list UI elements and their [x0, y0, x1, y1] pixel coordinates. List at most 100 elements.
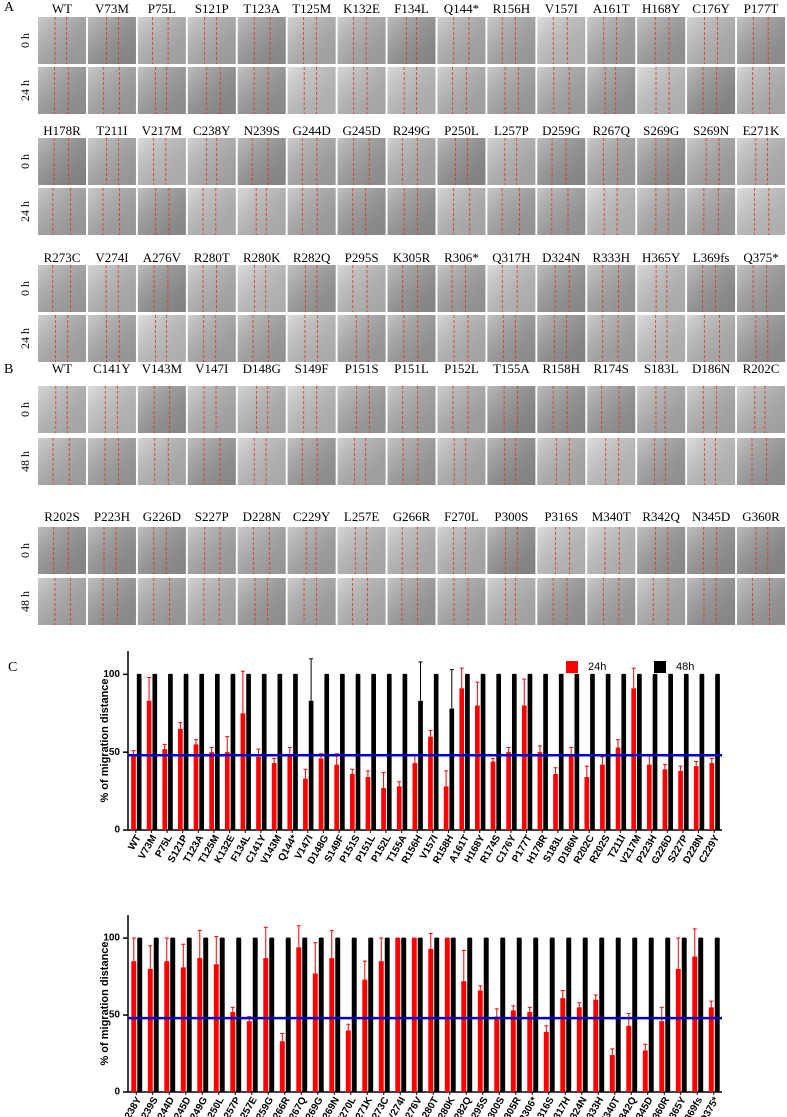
bar	[576, 1007, 582, 1092]
micrograph-shade	[137, 17, 186, 64]
micrograph-shade	[637, 188, 686, 235]
micrograph-shade	[487, 17, 536, 64]
bar	[714, 938, 720, 1092]
micrograph-shade	[237, 578, 286, 625]
column-label: H178R	[43, 123, 81, 138]
bar	[659, 1021, 665, 1092]
micrograph-shade	[287, 67, 336, 114]
micrograph-shade	[487, 138, 536, 185]
micrograph-shade	[437, 315, 486, 362]
bar	[543, 674, 548, 830]
micrograph-shade	[237, 188, 286, 235]
micrograph-shade	[587, 386, 636, 433]
micrograph-shade	[337, 138, 386, 185]
bar	[693, 766, 699, 830]
bar	[477, 990, 483, 1092]
micrograph-shade	[737, 265, 786, 312]
micrograph-shade	[137, 265, 186, 312]
micrograph-shade	[337, 17, 386, 64]
micrograph-shade	[687, 265, 736, 312]
micrograph-shade	[637, 386, 686, 433]
micrograph-shade	[537, 138, 586, 185]
micrograph-shade	[487, 578, 536, 625]
micrograph-shade	[587, 17, 636, 64]
micrograph-shade	[87, 265, 136, 312]
bar	[287, 755, 293, 830]
column-label: D324N	[542, 250, 581, 265]
bar	[324, 674, 330, 830]
micrograph-shade	[387, 188, 436, 235]
legend-label: 48h	[676, 661, 694, 673]
micrograph-shade	[287, 578, 336, 625]
column-label: G360R	[742, 509, 780, 524]
column-label: R333H	[592, 250, 630, 265]
micrograph-shade	[537, 315, 586, 362]
bar	[178, 728, 183, 830]
bar	[480, 674, 486, 830]
bar	[631, 688, 637, 830]
bar	[345, 1030, 351, 1092]
bar	[590, 674, 595, 830]
bar	[506, 752, 511, 830]
column-label: D228N	[243, 509, 282, 524]
bar	[152, 674, 158, 830]
micrograph-shade	[38, 578, 86, 625]
column-label: T125M	[292, 1, 331, 16]
bar	[698, 938, 704, 1092]
column-label: G245D	[342, 123, 380, 138]
bar	[230, 1011, 236, 1092]
micrograph-shade	[287, 17, 336, 64]
column-label: P295S	[345, 250, 379, 265]
bar	[186, 938, 192, 1092]
bar	[183, 674, 189, 830]
bar	[213, 964, 219, 1092]
micrograph-shade	[437, 265, 486, 312]
panel-label: C	[8, 660, 17, 675]
micrograph-shade	[187, 438, 236, 485]
bar	[668, 674, 673, 830]
micrograph-shade	[387, 67, 436, 114]
bar	[605, 674, 611, 830]
bar	[652, 674, 658, 830]
micrograph-shade	[487, 265, 536, 312]
bar	[146, 700, 152, 830]
bar	[199, 674, 205, 830]
micrograph-shade	[437, 188, 486, 235]
row-label: 24 h	[18, 328, 32, 349]
micrograph-shade	[187, 578, 236, 625]
micrograph-shade	[637, 138, 686, 185]
column-label: P75L	[148, 1, 176, 16]
column-label: Q317H	[492, 250, 530, 265]
row-label: 48 h	[18, 451, 32, 472]
bar	[678, 770, 683, 830]
micrograph-shade	[737, 527, 786, 574]
micrograph-shade	[587, 578, 636, 625]
column-label: D186N	[692, 361, 731, 376]
bar	[381, 787, 386, 830]
bar	[715, 674, 720, 830]
micrograph-shade	[38, 386, 86, 433]
micrograph-shade	[537, 17, 586, 64]
micrograph-shade	[437, 386, 486, 433]
bar	[285, 938, 291, 1092]
bar	[621, 674, 627, 830]
row-label: 24 h	[18, 80, 32, 101]
bar	[318, 758, 324, 830]
micrograph-shade	[737, 386, 786, 433]
column-label: P151S	[345, 361, 379, 376]
column-label: K305R	[393, 250, 431, 265]
micrograph-shade	[337, 578, 386, 625]
micrograph-shade	[387, 265, 436, 312]
bar	[646, 764, 652, 830]
micrograph-shade	[637, 265, 686, 312]
column-label: P177T	[744, 1, 779, 16]
column-label: P250L	[444, 123, 479, 138]
row-label: 48 h	[18, 591, 32, 612]
micrograph-shade	[387, 386, 436, 433]
micrograph-shade	[137, 386, 186, 433]
bar	[246, 674, 251, 830]
micrograph-shade	[187, 67, 236, 114]
bar	[277, 674, 283, 830]
bar	[558, 674, 564, 830]
